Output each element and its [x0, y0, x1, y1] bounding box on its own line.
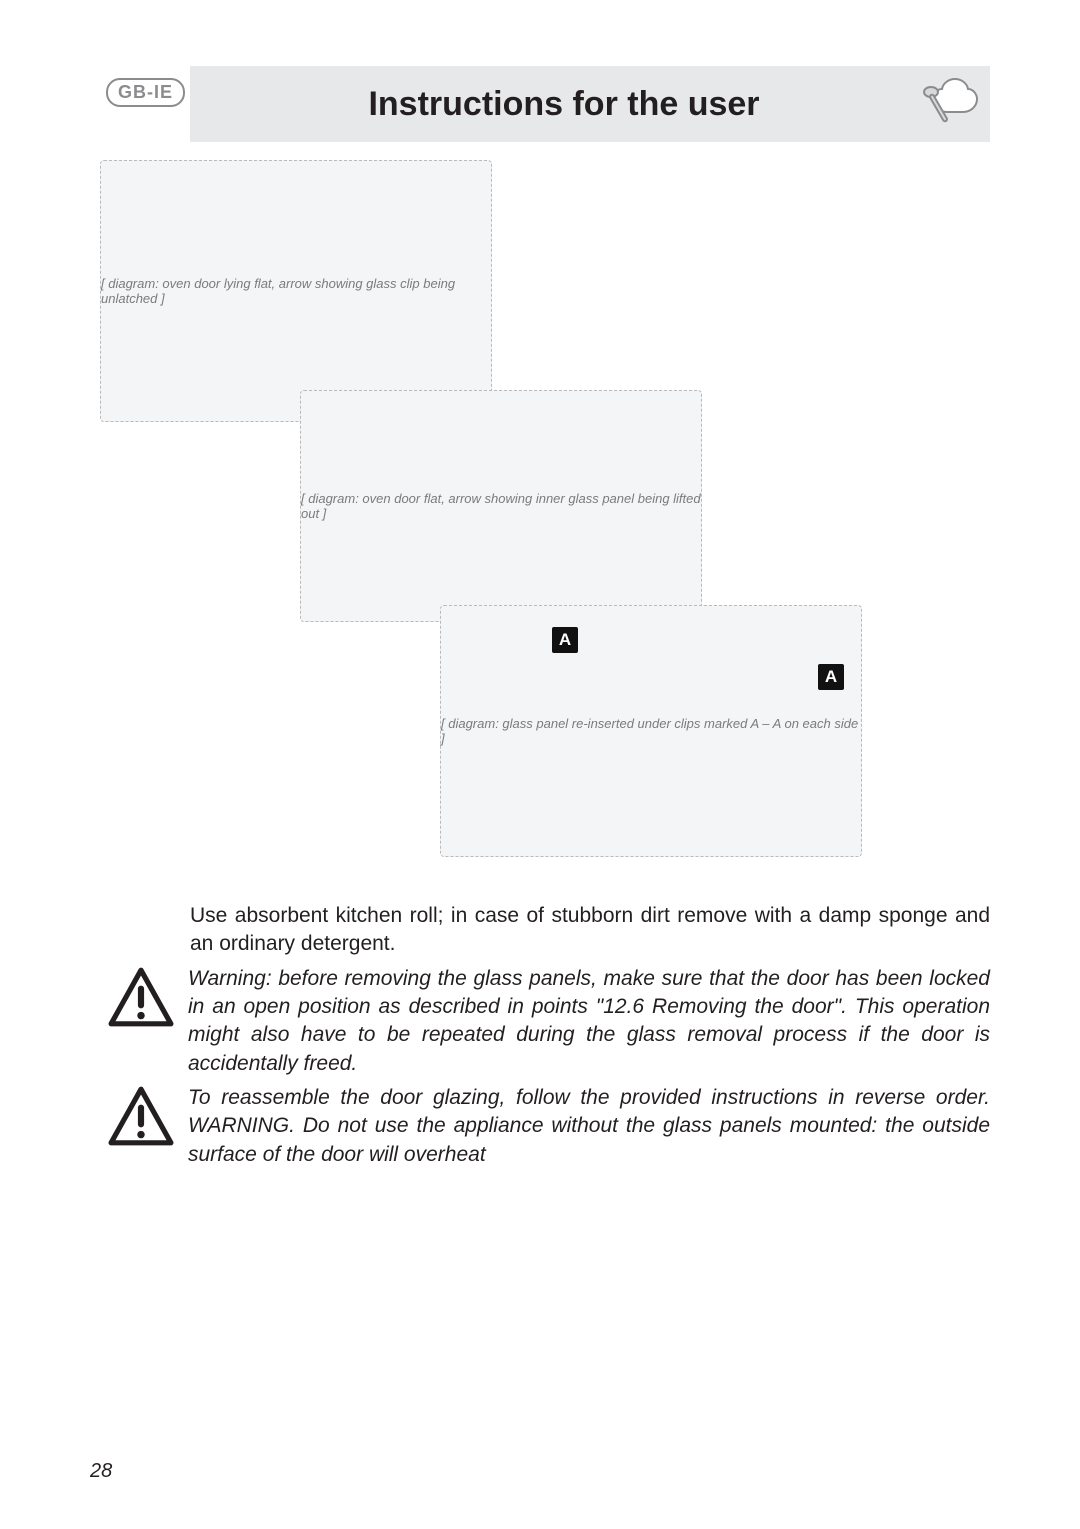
diagram-step-2: [ diagram: oven door flat, arrow showing… — [300, 390, 702, 622]
warning-text-2: To reassemble the door glazing, follow t… — [188, 1084, 990, 1169]
diagram-label-a-left: A — [552, 627, 578, 653]
spoon-chef-hat-icon — [917, 72, 981, 136]
warning-block-1: Warning: before removing the glass panel… — [102, 965, 990, 1078]
language-badge: GB-IE — [106, 78, 185, 107]
title-icon-box — [908, 66, 990, 142]
warning-block-2: To reassemble the door glazing, follow t… — [102, 1084, 990, 1169]
title-bar: Instructions for the user — [190, 66, 990, 142]
page-title: Instructions for the user — [190, 85, 908, 124]
diagram-step-1: [ diagram: oven door lying flat, arrow s… — [100, 160, 492, 422]
warning-text-1: Warning: before removing the glass panel… — [188, 965, 990, 1078]
manual-page: GB-IE Instructions for the user [ diagra… — [0, 0, 1080, 1529]
warning-icon — [102, 1084, 180, 1146]
body-paragraph: Use absorbent kitchen roll; in case of s… — [190, 902, 990, 959]
diagram-label-a-right: A — [818, 664, 844, 690]
page-number: 28 — [90, 1460, 112, 1483]
warning-icon — [102, 965, 180, 1027]
diagram-step-3: [ diagram: glass panel re-inserted under… — [440, 605, 862, 857]
diagram-area: [ diagram: oven door lying flat, arrow s… — [100, 160, 990, 880]
